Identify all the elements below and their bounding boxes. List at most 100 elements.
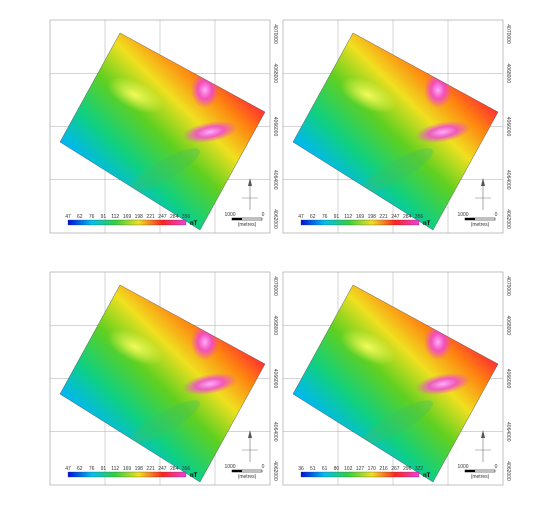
northing-label: 4064000: [505, 422, 511, 442]
northing-label: 4066000: [272, 117, 278, 137]
map-panel: 4070000 4068000 4066000 4064000 4062000 47 62 7…: [49, 271, 278, 486]
northing-label: 4066000: [505, 369, 511, 389]
legend-label: 62: [310, 214, 316, 220]
color-bar: [67, 471, 187, 478]
scale-bar: [465, 470, 475, 472]
northing-label: 4070000: [505, 24, 511, 44]
high-anomaly: [107, 329, 163, 365]
high-anomaly: [340, 329, 396, 365]
legend-label: 284: [403, 214, 412, 220]
scale-unit: (metres): [238, 474, 257, 480]
legend-label: 127: [356, 466, 365, 472]
color-bar: [300, 471, 420, 478]
legend-label: 169: [356, 214, 365, 220]
northing-label: 4062000: [272, 209, 278, 229]
legend-label: 247: [158, 466, 167, 472]
legend-label: 112: [111, 214, 119, 220]
legend-label: 112: [111, 466, 119, 472]
legend-label: 198: [368, 214, 377, 220]
low-anomaly: [363, 148, 433, 192]
north-arrow-head: [248, 430, 252, 438]
northing-label: 4066000: [272, 369, 278, 389]
northing-label: 4064000: [272, 170, 278, 190]
scale-bar: [232, 470, 242, 472]
scale-unit: (metres): [471, 474, 490, 480]
northing-label: 4070000: [272, 276, 278, 296]
northing-label: 4066000: [505, 117, 511, 137]
northing-label: 4068000: [505, 64, 511, 84]
legend-label: 36: [298, 466, 304, 472]
legend-label: 102: [344, 466, 353, 472]
high-anomaly: [415, 373, 471, 395]
legend-label: 80: [334, 466, 340, 472]
scale-label: 1000: [457, 212, 468, 218]
legend-label: 169: [123, 466, 132, 472]
legend-label: 170: [368, 466, 377, 472]
legend-label: 284: [170, 466, 179, 472]
scale-label: 0: [262, 464, 265, 470]
scale-label: 1000: [457, 464, 468, 470]
legend-label: 62: [77, 466, 83, 472]
northing-label: 4062000: [272, 461, 278, 481]
legend-label: 356: [182, 214, 191, 220]
scale-label: 0: [495, 212, 498, 218]
color-bar: [300, 219, 420, 226]
legend-label: 216: [379, 466, 388, 472]
scale-bar: [232, 218, 242, 220]
legend-label: 112: [344, 214, 352, 220]
legend-label: 47: [65, 466, 71, 472]
scale-label: 0: [262, 212, 265, 218]
legend-unit: nT: [423, 473, 431, 479]
legend-label: 76: [89, 466, 95, 472]
legend-label: 51: [310, 466, 316, 472]
scale-unit: (metres): [238, 222, 257, 228]
low-anomaly: [363, 400, 433, 444]
northing-label: 4070000: [505, 276, 511, 296]
northing-label: 4068000: [272, 316, 278, 336]
scale-bar: [465, 218, 475, 220]
northing-label: 4062000: [505, 209, 511, 229]
legend-label: 247: [391, 214, 400, 220]
north-arrow-head: [248, 178, 252, 186]
legend-label: 169: [123, 214, 132, 220]
map-outline: [59, 32, 266, 231]
legend-label: 356: [415, 214, 424, 220]
north-arrow-head: [481, 178, 485, 186]
high-anomaly: [182, 121, 238, 143]
scale-label: 1000: [224, 212, 235, 218]
legend-label: 62: [77, 214, 83, 220]
legend-label: 61: [322, 466, 328, 472]
low-anomaly: [130, 400, 200, 444]
high-anomaly: [415, 121, 471, 143]
legend-label: 221: [146, 466, 155, 472]
northing-label: 4064000: [272, 422, 278, 442]
northing-label: 4070000: [272, 24, 278, 44]
legend-label: 221: [146, 214, 155, 220]
legend-label: 76: [89, 214, 95, 220]
legend-label: 322: [415, 466, 424, 472]
map-outline: [59, 284, 266, 483]
northing-label: 4068000: [272, 64, 278, 84]
north-arrow-head: [481, 430, 485, 438]
legend-label: 91: [334, 214, 340, 220]
legend-unit: nT: [190, 221, 198, 227]
legend-label: 91: [101, 214, 107, 220]
legend-label: 356: [182, 466, 191, 472]
legend-label: 76: [322, 214, 328, 220]
legend-label: 247: [158, 214, 167, 220]
map-outline: [292, 32, 499, 231]
map-panel: 4070000 4068000 4066000 4064000 4062000 47 62 7…: [282, 19, 511, 234]
legend-label: 47: [298, 214, 304, 220]
legend-label: 91: [101, 466, 107, 472]
high-anomaly: [107, 77, 163, 113]
high-anomaly: [182, 373, 238, 395]
map-panel: 4070000 4068000 4066000 4064000 4062000 36 51 6…: [282, 271, 511, 486]
legend-label: 47: [65, 214, 71, 220]
legend-unit: nT: [190, 473, 198, 479]
northing-label: 4062000: [505, 461, 511, 481]
scale-label: 1000: [224, 464, 235, 470]
legend-label: 198: [135, 466, 144, 472]
legend-label: 221: [379, 214, 388, 220]
color-bar: [67, 219, 187, 226]
